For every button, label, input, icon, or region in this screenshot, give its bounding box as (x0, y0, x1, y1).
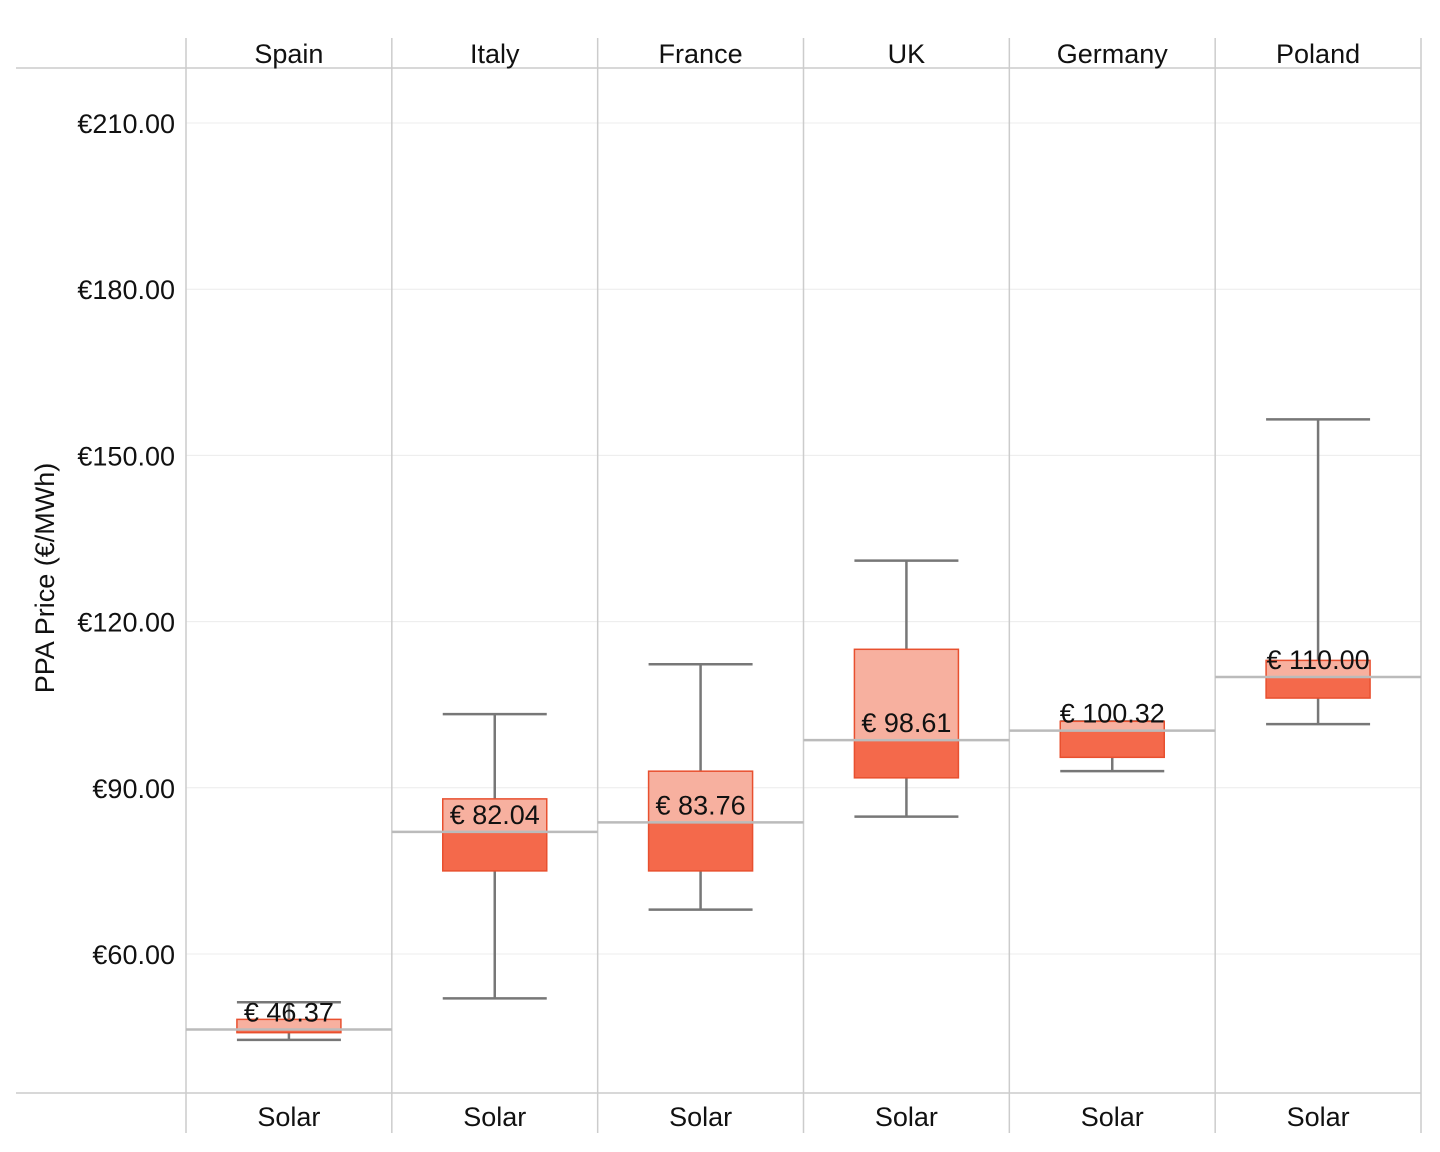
box-layer: € 46.37 € 82.04 € 83.76 € 98.61 € 100.32 € 11… (186, 418, 1421, 1042)
panel-header-uk: UK (888, 39, 926, 69)
median-label: € 83.76 (656, 790, 746, 820)
box-lower (1265, 676, 1371, 699)
panel-header-spain: Spain (254, 39, 323, 69)
y-tick-label: €180.00 (77, 275, 175, 305)
y-axis-label: PPA Price (€/MWh) (30, 463, 60, 694)
panel-header-france: France (659, 39, 743, 69)
box-lower (442, 831, 548, 872)
panel-header-germany: Germany (1057, 39, 1169, 69)
box-lower (853, 739, 960, 779)
panel-category-label: Solar (1081, 1102, 1144, 1132)
median-label: € 110.00 (1267, 645, 1370, 675)
panel-category-label: Solar (875, 1102, 938, 1132)
panel-category-label: Solar (463, 1102, 526, 1132)
y-tick-label: €60.00 (92, 940, 175, 970)
panel-category-label: Solar (1287, 1102, 1350, 1132)
box-upper (853, 648, 960, 741)
panel-header-poland: Poland (1276, 39, 1360, 69)
axis-layer: €60.00 €90.00 €120.00 €150.00 €180.00 €210.00… (77, 39, 1360, 1132)
box-upper (442, 798, 548, 833)
panel-category-label: Solar (257, 1102, 320, 1132)
y-tick-label: €210.00 (77, 109, 175, 139)
box-upper (647, 770, 754, 824)
median-label: € 82.04 (450, 800, 540, 830)
box-lower (1059, 729, 1165, 759)
panel-layer (16, 38, 1422, 1133)
panel-header-italy: Italy (470, 39, 520, 69)
y-tick-label: €90.00 (92, 774, 175, 804)
box-lower (647, 821, 754, 872)
median-label: € 100.32 (1060, 699, 1165, 729)
y-tick-label: €120.00 (77, 608, 175, 638)
y-tick-label: €150.00 (77, 441, 175, 471)
median-label: € 98.61 (861, 708, 951, 738)
median-label: € 46.37 (244, 998, 334, 1028)
panel-category-label: Solar (669, 1102, 732, 1132)
